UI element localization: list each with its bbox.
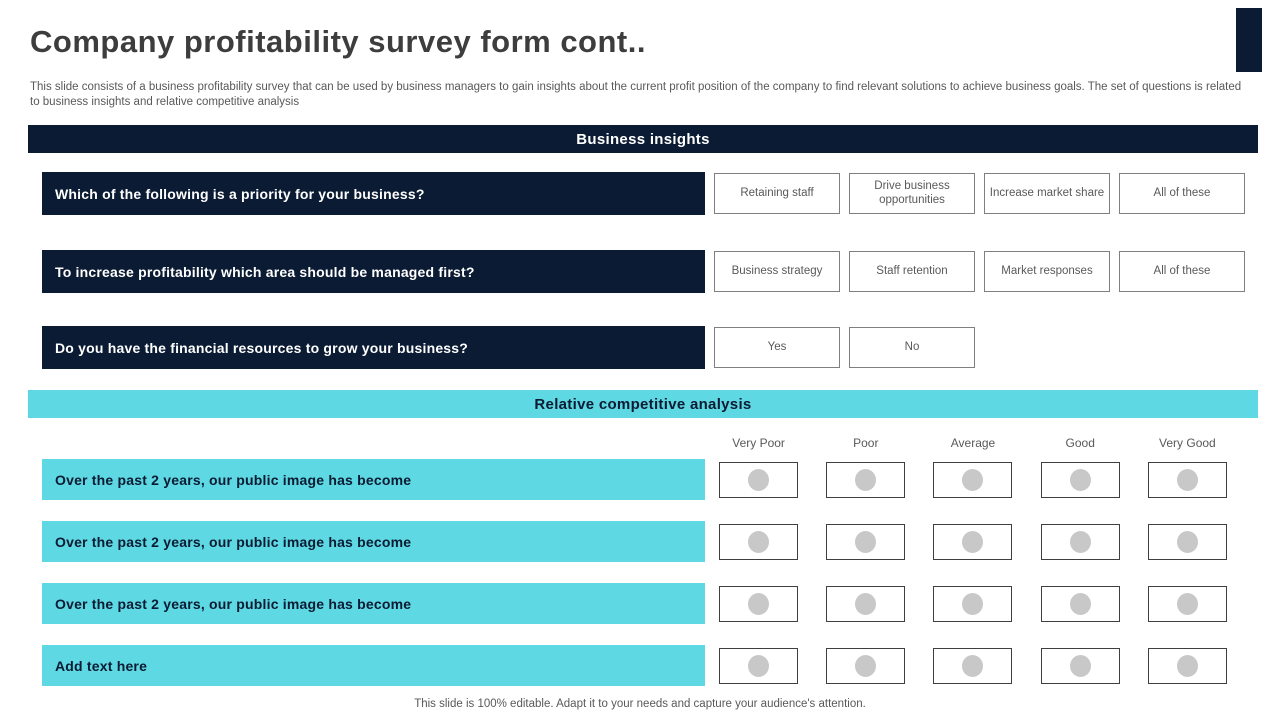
rating-option[interactable] bbox=[1147, 586, 1227, 622]
options-row: Yes No bbox=[714, 327, 1245, 368]
radio-circle bbox=[855, 469, 877, 491]
option-button[interactable]: Business strategy bbox=[714, 251, 840, 292]
option-button[interactable]: Staff retention bbox=[849, 251, 975, 292]
radio-circle bbox=[1069, 655, 1091, 677]
rating-option[interactable] bbox=[1147, 462, 1227, 498]
radio-circle bbox=[962, 531, 984, 553]
rating-option[interactable] bbox=[1147, 648, 1227, 684]
question-label: Do you have the financial resources to g… bbox=[42, 326, 705, 369]
page-title: Company profitability survey form cont.. bbox=[30, 24, 646, 59]
radio-circle bbox=[855, 593, 877, 615]
statement-label: Over the past 2 years, our public image … bbox=[42, 521, 705, 562]
radio-circle bbox=[1176, 469, 1198, 491]
option-button[interactable]: All of these bbox=[1119, 251, 1245, 292]
rating-row bbox=[705, 648, 1241, 684]
question-label: Which of the following is a priority for… bbox=[42, 172, 705, 215]
radio-circle bbox=[1069, 593, 1091, 615]
rating-option[interactable] bbox=[826, 586, 906, 622]
rating-row bbox=[705, 524, 1241, 560]
statement-label: Over the past 2 years, our public image … bbox=[42, 459, 705, 500]
statement-label: Add text here bbox=[42, 645, 705, 686]
option-button[interactable]: Drive business opportunities bbox=[849, 173, 975, 214]
radio-circle bbox=[748, 655, 770, 677]
rating-option[interactable] bbox=[933, 586, 1013, 622]
option-button[interactable]: Market responses bbox=[984, 251, 1110, 292]
radio-circle bbox=[748, 469, 770, 491]
slide-description: This slide consists of a business profit… bbox=[30, 81, 1242, 108]
rating-option[interactable] bbox=[826, 524, 906, 560]
radio-circle bbox=[855, 655, 877, 677]
rating-option[interactable] bbox=[1147, 524, 1227, 560]
footer-note: This slide is 100% editable. Adapt it to… bbox=[414, 698, 866, 710]
radio-circle bbox=[1069, 531, 1091, 553]
radio-circle bbox=[1069, 469, 1091, 491]
radio-circle bbox=[962, 593, 984, 615]
question-label: To increase profitability which area sho… bbox=[42, 250, 705, 293]
option-button[interactable]: Yes bbox=[714, 327, 840, 368]
rating-option[interactable] bbox=[719, 462, 799, 498]
rating-option[interactable] bbox=[826, 648, 906, 684]
section-header-business-insights: Business insights bbox=[28, 125, 1258, 153]
statement-label: Over the past 2 years, our public image … bbox=[42, 583, 705, 624]
rating-option[interactable] bbox=[1040, 586, 1120, 622]
radio-circle bbox=[748, 593, 770, 615]
rating-option[interactable] bbox=[933, 648, 1013, 684]
radio-circle bbox=[1176, 593, 1198, 615]
radio-circle bbox=[962, 469, 984, 491]
scale-label: Poor bbox=[853, 436, 879, 450]
radio-circle bbox=[1176, 531, 1198, 553]
radio-circle bbox=[855, 531, 877, 553]
scale-label: Very Poor bbox=[732, 436, 785, 450]
scale-label: Good bbox=[1065, 436, 1095, 450]
corner-accent bbox=[1236, 8, 1262, 72]
option-button[interactable]: No bbox=[849, 327, 975, 368]
rating-option[interactable] bbox=[1040, 462, 1120, 498]
rating-scale-header: Very Poor Poor Average Good Very Good bbox=[705, 436, 1241, 450]
rating-option[interactable] bbox=[1040, 648, 1120, 684]
radio-circle bbox=[962, 655, 984, 677]
scale-label: Very Good bbox=[1159, 436, 1216, 450]
options-row: Retaining staff Drive business opportuni… bbox=[714, 173, 1245, 214]
radio-circle bbox=[1176, 655, 1198, 677]
rating-option[interactable] bbox=[719, 524, 799, 560]
rating-option[interactable] bbox=[933, 524, 1013, 560]
scale-label: Average bbox=[950, 436, 996, 450]
rating-option[interactable] bbox=[719, 586, 799, 622]
radio-circle bbox=[748, 531, 770, 553]
section-header-competitive-analysis: Relative competitive analysis bbox=[28, 390, 1258, 418]
rating-option[interactable] bbox=[933, 462, 1013, 498]
option-button[interactable]: All of these bbox=[1119, 173, 1245, 214]
rating-row bbox=[705, 586, 1241, 622]
option-button[interactable]: Retaining staff bbox=[714, 173, 840, 214]
rating-option[interactable] bbox=[1040, 524, 1120, 560]
options-row: Business strategy Staff retention Market… bbox=[714, 251, 1245, 292]
rating-row bbox=[705, 462, 1241, 498]
rating-option[interactable] bbox=[826, 462, 906, 498]
option-button[interactable]: Increase market share bbox=[984, 173, 1110, 214]
rating-option[interactable] bbox=[719, 648, 799, 684]
